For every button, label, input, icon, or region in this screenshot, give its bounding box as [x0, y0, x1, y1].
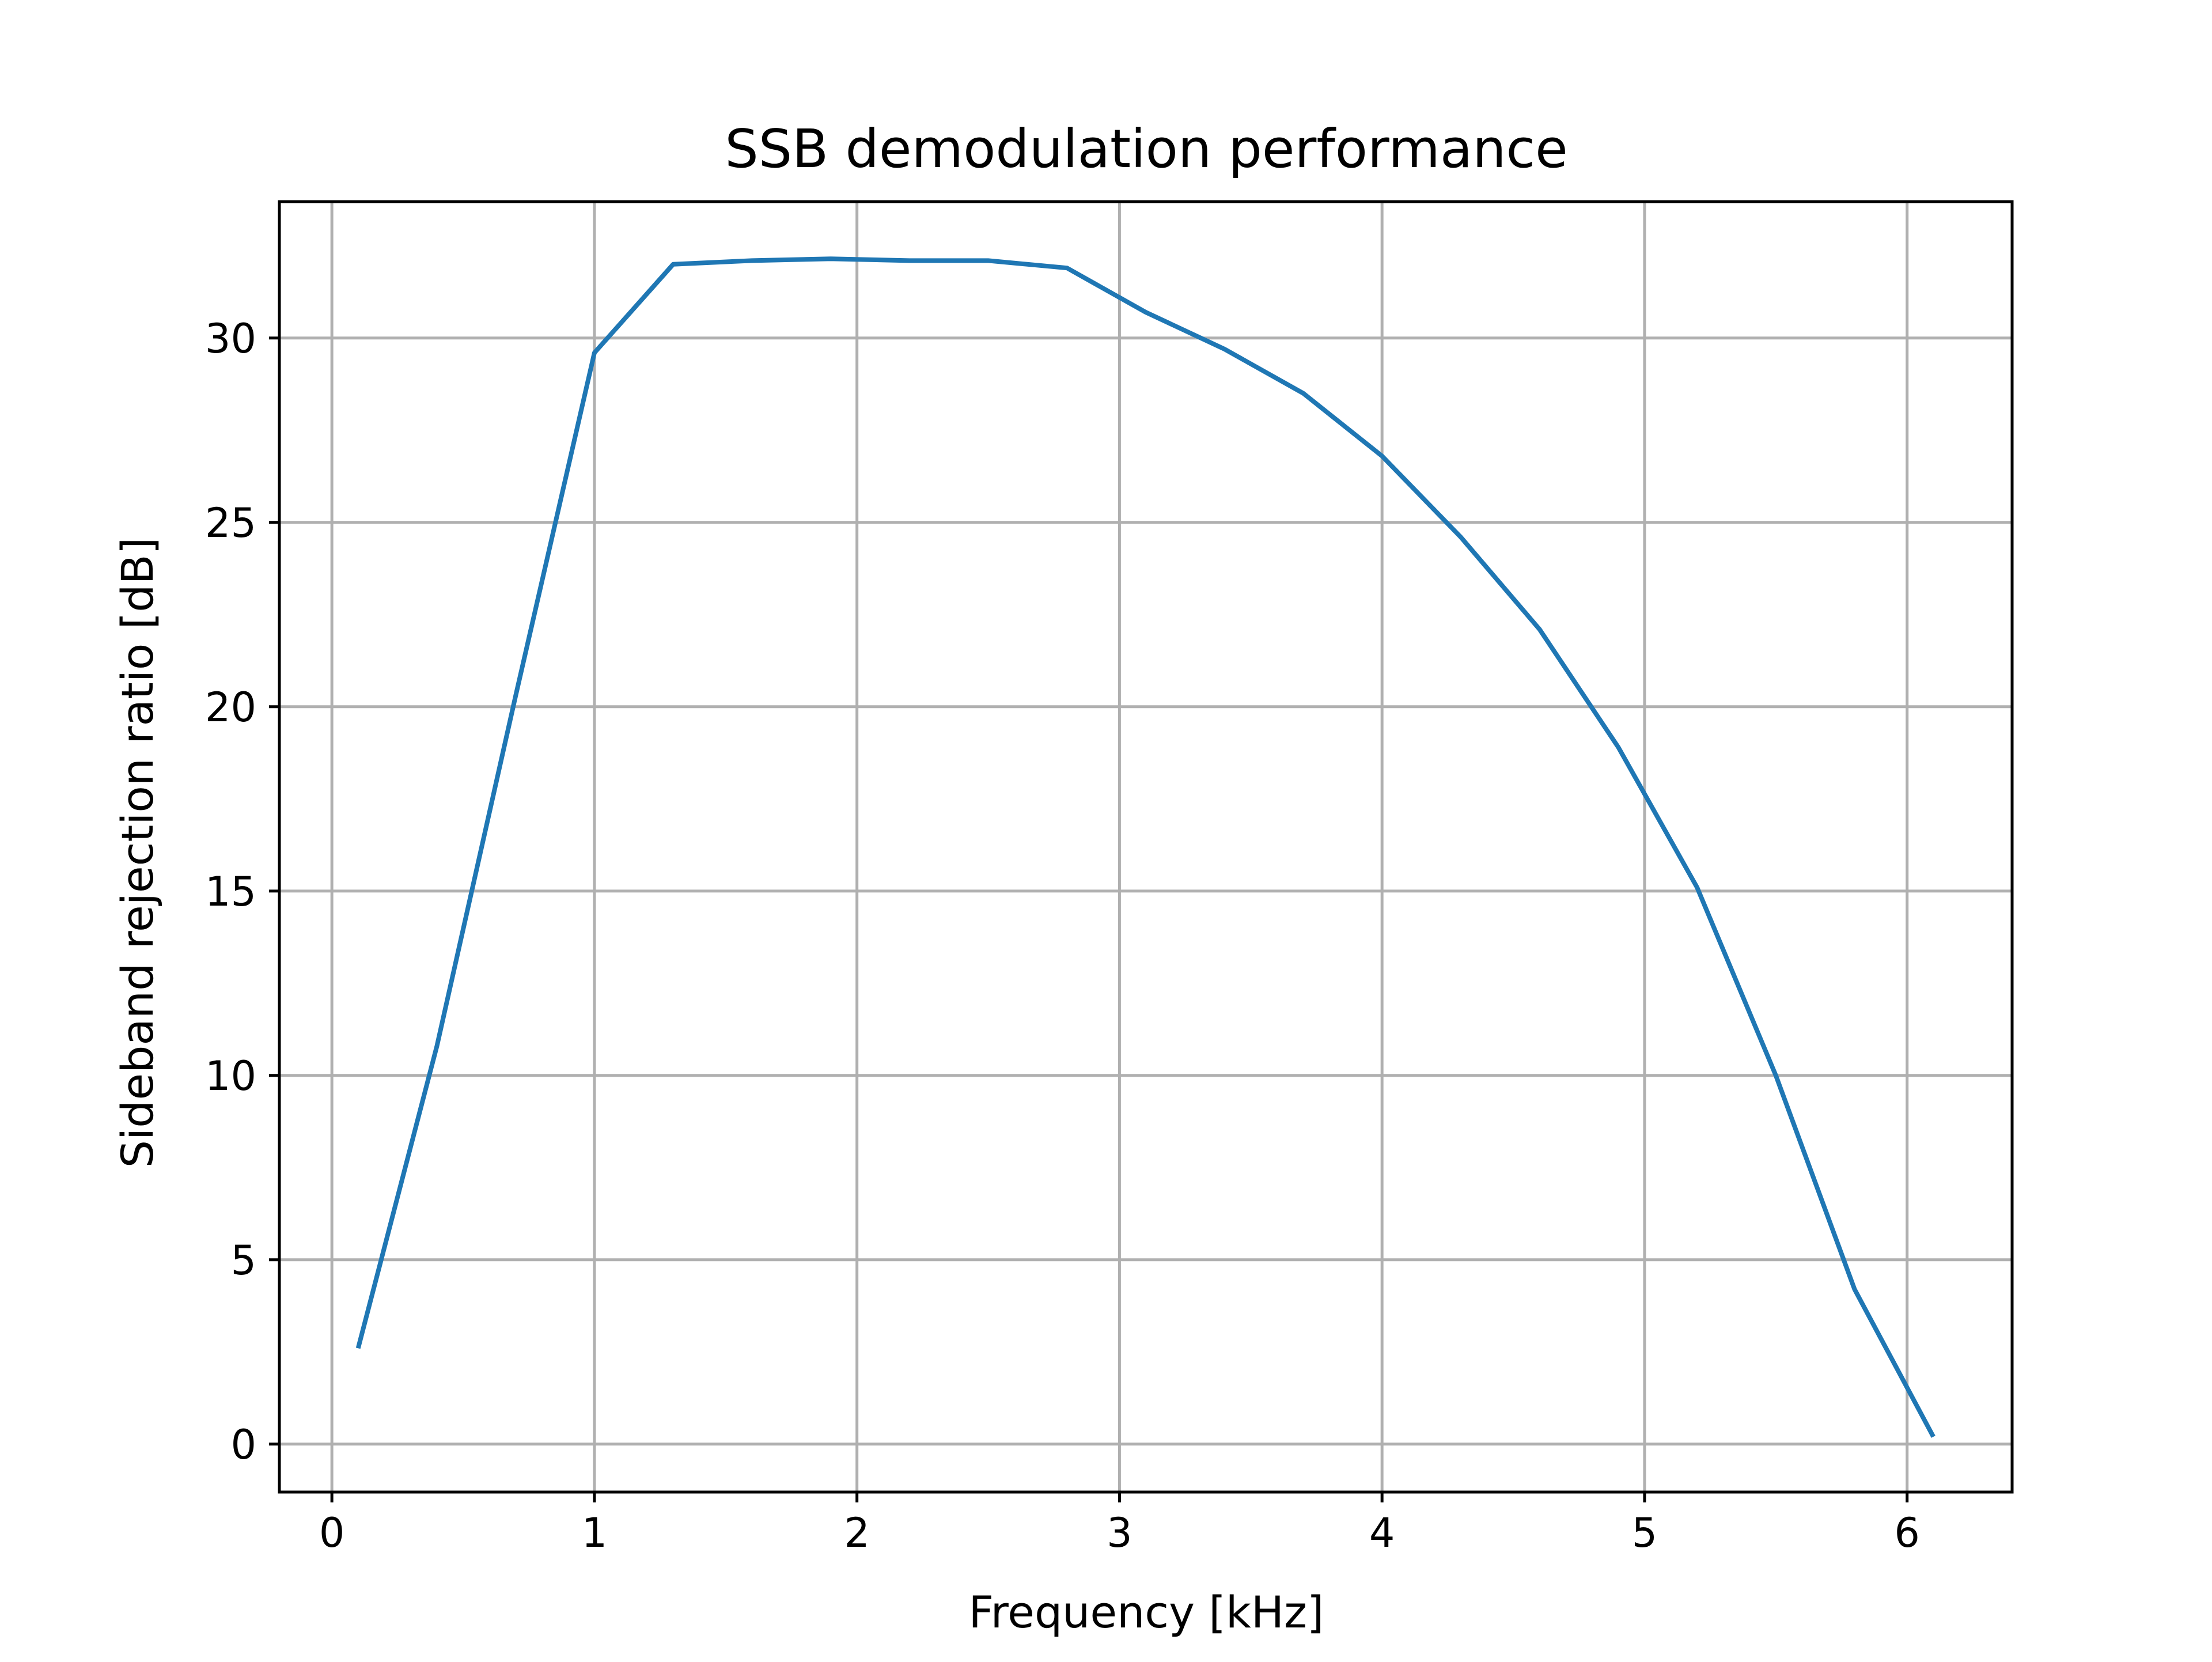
x-axis-label: Frequency [kHz]: [968, 1587, 1324, 1638]
x-tick-label: 3: [1107, 1509, 1132, 1557]
y-tick-label: 0: [230, 1421, 256, 1468]
y-tick-label: 30: [205, 315, 256, 362]
x-tick-label: 2: [844, 1509, 870, 1557]
x-tick-label: 1: [582, 1509, 608, 1557]
series-line: [355, 256, 1936, 1438]
y-axis-label: Sideband rejection ratio [dB]: [112, 537, 163, 1168]
y-tick-label: 20: [205, 684, 256, 731]
plot-frame: [278, 200, 2014, 1494]
y-tick-label: 15: [205, 868, 256, 915]
y-tick-label: 10: [205, 1053, 256, 1100]
series-layer: [355, 256, 1936, 1438]
chart-title: SSB demodulation performance: [725, 118, 1567, 180]
grid-lines: [279, 202, 2012, 1492]
x-tick-label: 6: [1894, 1509, 1920, 1557]
x-tick-label: 0: [319, 1509, 345, 1557]
x-tick-label: 4: [1369, 1509, 1395, 1557]
x-tick-label: 5: [1632, 1509, 1658, 1557]
y-tick-label: 25: [205, 499, 256, 547]
axis-ticks: 0 1 2 3 4 5 6 0 5 10 15 20 25 30: [205, 315, 1920, 1557]
y-tick-label: 5: [230, 1237, 256, 1284]
